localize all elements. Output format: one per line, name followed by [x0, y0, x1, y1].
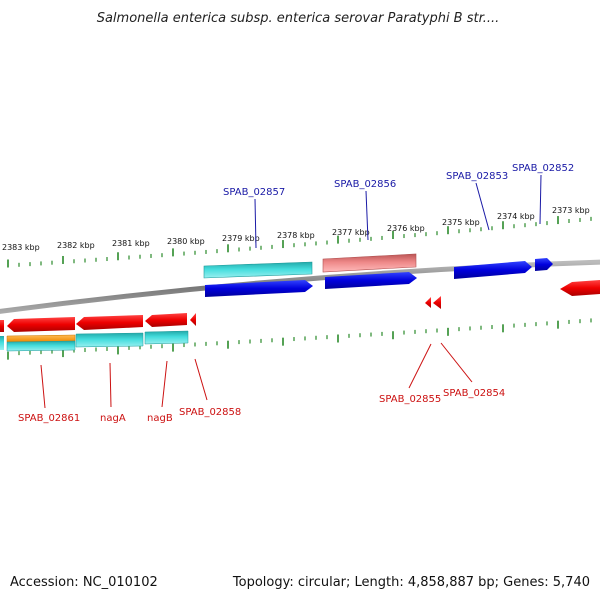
cds-feature-cyan[interactable]	[6, 340, 76, 352]
gene-arrow-red-right[interactable]	[560, 280, 600, 296]
cds-feature-pink[interactable]	[322, 253, 417, 273]
accession-text: Accession: NC_010102	[10, 575, 158, 590]
gene-label-SPAB_02855[interactable]: SPAB_02855	[379, 394, 441, 405]
kbp-label: 2383 kbp	[2, 243, 40, 252]
gene-arrow-SPAB_02857[interactable]	[205, 280, 313, 297]
kbp-scale: 2383 kbp 2382 kbp 2381 kbp 2380 kbp 2379…	[2, 206, 590, 252]
label-leaders	[40, 174, 542, 409]
kbp-label: 2381 kbp	[112, 239, 150, 248]
gene-label-SPAB_02854[interactable]: SPAB_02854	[443, 388, 505, 399]
gene-label-SPAB_02857[interactable]: SPAB_02857	[223, 187, 285, 198]
kbp-label: 2378 kbp	[277, 231, 315, 240]
leader-SPAB_02852	[539, 174, 542, 225]
gene-labels: SPAB_02857 SPAB_02856 SPAB_02853 SPAB_02…	[18, 163, 574, 424]
gene-arrow-SPAB_02852[interactable]	[535, 258, 553, 271]
gene-arrow-nagB[interactable]	[145, 313, 187, 327]
kbp-label: 2377 kbp	[332, 228, 370, 237]
leader-SPAB_02853	[475, 182, 490, 231]
kbp-label: 2382 kbp	[57, 241, 95, 250]
kbp-label: 2376 kbp	[387, 224, 425, 233]
kbp-label: 2379 kbp	[222, 234, 260, 243]
gene-label-SPAB_02856[interactable]: SPAB_02856	[334, 179, 396, 190]
gene-arrow-SPAB_02854[interactable]	[433, 296, 441, 309]
leader-SPAB_02854	[440, 342, 473, 383]
gene-arrow-red[interactable]	[0, 320, 4, 332]
reverse-strand-features	[0, 280, 600, 352]
gene-label-SPAB_02853[interactable]: SPAB_02853	[446, 171, 508, 182]
gene-label-nagB[interactable]: nagB	[147, 413, 173, 424]
leader-SPAB_02857	[254, 198, 257, 249]
gene-arrow-SPAB_02856[interactable]	[325, 272, 417, 289]
cds-feature-cyan[interactable]	[144, 330, 189, 345]
gene-arrow-SPAB_02855[interactable]	[425, 297, 431, 308]
leader-SPAB_02855	[408, 343, 432, 389]
gene-arrow-nagA[interactable]	[76, 315, 143, 330]
leader-nagA	[109, 362, 112, 408]
kbp-label: 2375 kbp	[442, 218, 480, 227]
topology-text: Topology: circular; Length: 4,858,887 bp…	[232, 575, 590, 590]
kbp-label: 2380 kbp	[167, 237, 205, 246]
leader-SPAB_02861	[40, 364, 46, 409]
gene-label-SPAB_02861[interactable]: SPAB_02861	[18, 413, 80, 424]
gene-label-nagA[interactable]: nagA	[100, 413, 126, 424]
cds-feature-cyan[interactable]	[75, 332, 144, 348]
gene-arrow-SPAB_02861[interactable]	[7, 317, 75, 332]
gene-arrow-SPAB_02853[interactable]	[454, 261, 532, 279]
cds-feature-cyan[interactable]	[203, 261, 313, 279]
kbp-label: 2374 kbp	[497, 212, 535, 221]
leader-SPAB_02856	[365, 190, 369, 241]
kbp-tick-row-top	[7, 216, 592, 268]
forward-strand-features	[203, 253, 553, 297]
leader-nagB	[161, 360, 168, 408]
gene-label-SPAB_02858[interactable]: SPAB_02858	[179, 407, 241, 418]
map-title: Salmonella enterica subsp. enterica sero…	[97, 11, 500, 26]
cds-feature-cyan[interactable]	[0, 336, 4, 350]
leader-SPAB_02858	[194, 358, 208, 401]
gene-arrow-SPAB_02858[interactable]	[190, 313, 196, 326]
kbp-label: 2373 kbp	[552, 206, 590, 215]
gene-label-SPAB_02852[interactable]: SPAB_02852	[512, 163, 574, 174]
